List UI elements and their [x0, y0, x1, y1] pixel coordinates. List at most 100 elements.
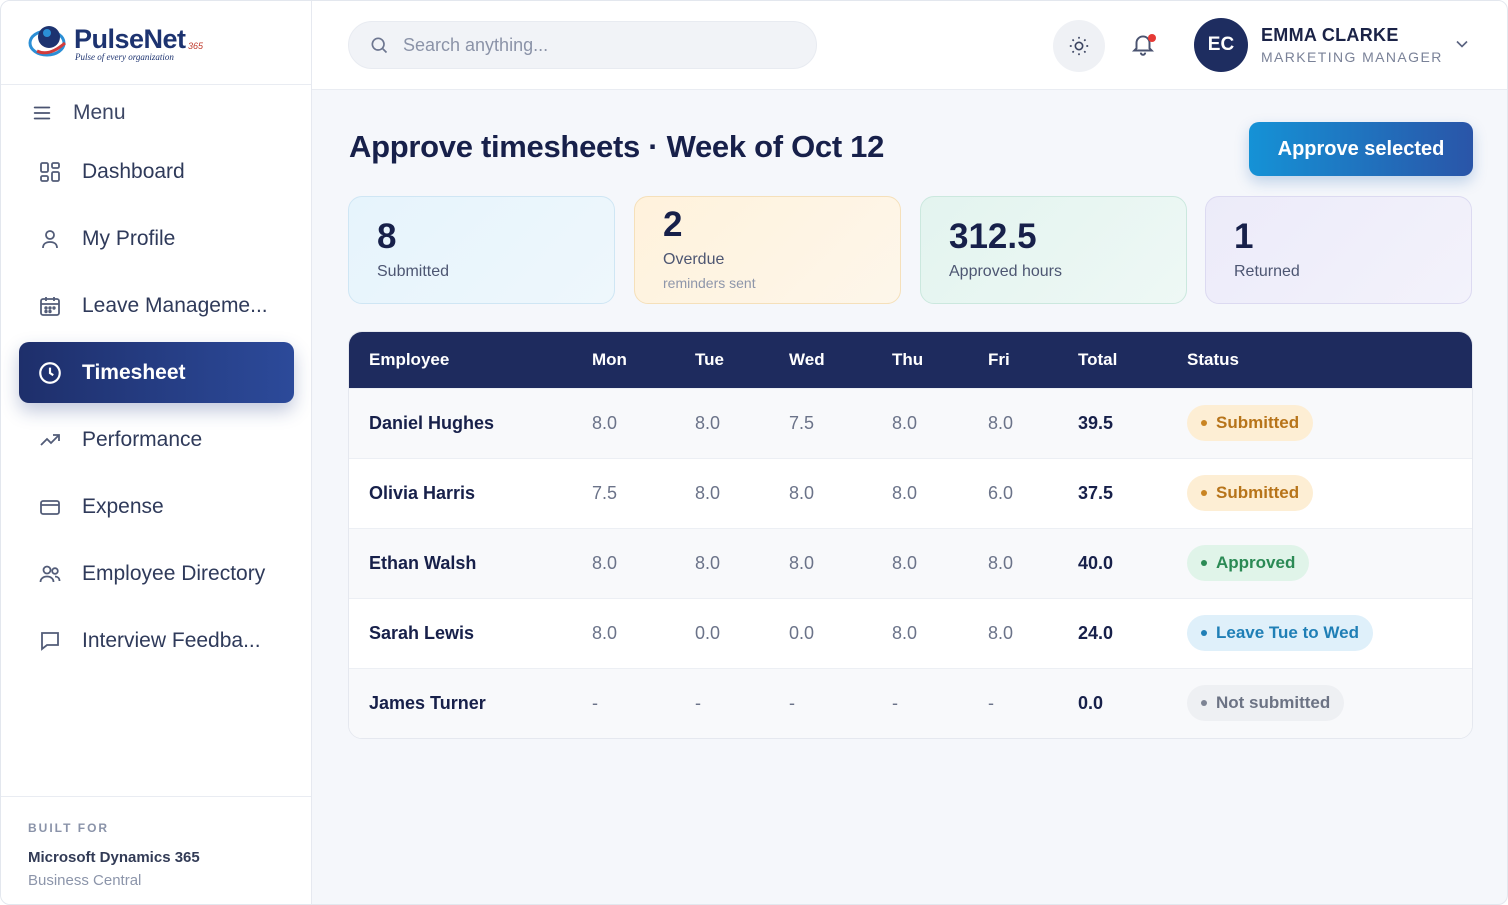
column-header-wed[interactable]: Wed [789, 349, 825, 369]
status-label: Not submitted [1216, 693, 1331, 713]
brand-tagline: Pulse of every organization [75, 52, 174, 62]
stat-sub: reminders sent [663, 275, 756, 291]
users-icon [37, 561, 63, 587]
sidebar-item-label: Leave Manageme... [82, 293, 268, 317]
column-header-thu[interactable]: Thu [892, 349, 924, 369]
sidebar-item-label: Dashboard [82, 159, 185, 183]
menu-label: Menu [73, 101, 126, 124]
cell-fri: 8.0 [988, 597, 1078, 668]
status-label: Leave Tue to Wed [1216, 623, 1359, 642]
hamburger-icon [33, 106, 51, 120]
built-for-sub: Business Central [28, 872, 142, 889]
cell-employee: James Turner [349, 667, 592, 738]
cell-wed: 7.5 [789, 387, 892, 458]
cell-tue: 0.0 [695, 597, 789, 668]
cell-total: 40.0 [1078, 527, 1187, 598]
sidebar-item-label: Interview Feedba... [82, 628, 261, 652]
status-label: Submitted [1216, 483, 1300, 502]
approve-selected-button[interactable]: Approve selected [1249, 122, 1473, 176]
status-badge: Not submitted [1187, 685, 1345, 722]
cell-mon: 8.0 [592, 387, 695, 458]
avatar[interactable]: EC [1194, 18, 1248, 72]
cell-total: 24.0 [1078, 597, 1187, 668]
table-row[interactable]: Daniel Hughes 8.0 8.0 7.5 8.0 8.0 39.5 S… [349, 387, 1472, 458]
cell-mon: 8.0 [592, 527, 695, 598]
card-icon [37, 494, 63, 520]
sidebar-item-performance[interactable]: Performance [19, 409, 294, 470]
chevron-down-icon[interactable] [1452, 34, 1472, 54]
table-row[interactable]: Sarah Lewis 8.0 0.0 0.0 8.0 8.0 24.0 Lea… [349, 597, 1472, 668]
cell-thu: 8.0 [892, 387, 988, 458]
search-icon [371, 37, 388, 54]
sidebar: PulseNet 365 Pulse of every organization… [1, 1, 312, 904]
sidebar-item-timesheet[interactable]: Timesheet [19, 342, 294, 403]
column-header-fri[interactable]: Fri [988, 349, 1010, 369]
sidebar-item-my-profile[interactable]: My Profile [19, 208, 294, 269]
cell-wed: 0.0 [789, 597, 892, 668]
notifications-button[interactable] [1130, 31, 1160, 61]
cell-mon: - [592, 667, 695, 738]
sidebar-item-label: Employee Directory [82, 561, 266, 585]
page-title: Approve timesheets · Week of Oct 12 [349, 129, 885, 164]
cell-tue: 8.0 [695, 527, 789, 598]
stat-value: 2 [663, 205, 683, 244]
search-box[interactable] [348, 21, 817, 69]
stat-card-overdue: 2 Overdue reminders sent [634, 196, 901, 304]
sidebar-item-label: Performance [82, 427, 203, 451]
sidebar-item-expense[interactable]: Expense [19, 476, 294, 537]
cell-tue: - [695, 667, 789, 738]
built-for-product: Microsoft Dynamics 365 [28, 849, 200, 866]
cell-wed: 8.0 [789, 527, 892, 598]
stat-label: Overdue [663, 251, 725, 268]
brand-logo[interactable]: PulseNet 365 Pulse of every organization [1, 1, 311, 85]
cell-status: Submitted [1187, 457, 1472, 528]
column-header-mon[interactable]: Mon [592, 349, 627, 369]
status-dot [1201, 630, 1207, 636]
column-header-total[interactable]: Total [1078, 349, 1118, 369]
cell-status: Submitted [1187, 387, 1472, 458]
status-dot [1201, 560, 1207, 566]
cell-total: 0.0 [1078, 667, 1187, 738]
calendar-icon [37, 293, 63, 319]
cell-thu: 8.0 [892, 527, 988, 598]
column-header-status[interactable]: Status [1187, 349, 1239, 369]
cell-wed: 8.0 [789, 457, 892, 528]
cell-wed: - [789, 667, 892, 738]
cell-thu: 8.0 [892, 597, 988, 668]
timesheet-table: Employee Mon Tue Wed Thu Fri Total Statu… [348, 331, 1473, 739]
sidebar-item-employee-directory[interactable]: Employee Directory [19, 543, 294, 604]
stat-label: Returned [1234, 263, 1300, 280]
user-icon [37, 226, 63, 252]
cell-employee: Sarah Lewis [349, 597, 592, 668]
pulsenet-logo-icon [28, 26, 66, 57]
cell-status: Leave Tue to Wed [1187, 597, 1472, 668]
column-header-employee[interactable]: Employee [369, 349, 450, 369]
cell-fri: 8.0 [988, 527, 1078, 598]
sidebar-item-leave-management[interactable]: Leave Manageme... [19, 275, 294, 336]
menu-toggle[interactable]: Menu [31, 99, 126, 127]
table-row[interactable]: Olivia Harris 7.5 8.0 8.0 8.0 6.0 37.5 S… [349, 457, 1472, 528]
sidebar-item-dashboard[interactable]: Dashboard [19, 141, 294, 202]
cell-mon: 7.5 [592, 457, 695, 528]
table-row[interactable]: Ethan Walsh 8.0 8.0 8.0 8.0 8.0 40.0 App… [349, 527, 1472, 598]
brand-name: PulseNet [74, 24, 186, 54]
table-row[interactable]: James Turner - - - - - 0.0 Not submitted [349, 667, 1472, 738]
user-role: MARKETING MANAGER [1261, 49, 1443, 65]
column-header-tue[interactable]: Tue [695, 349, 724, 369]
cell-status: Approved [1187, 527, 1472, 598]
stat-label: Submitted [377, 263, 450, 280]
cell-fri: 6.0 [988, 457, 1078, 528]
brand-sup: 365 [188, 41, 204, 51]
sidebar-nav: Dashboard My Profile Leave Manageme... T… [19, 141, 294, 677]
status-label: Approved [1216, 553, 1296, 572]
cell-status: Not submitted [1187, 667, 1472, 738]
sidebar-item-interview-feedback[interactable]: Interview Feedba... [19, 610, 294, 671]
status-dot [1201, 490, 1207, 496]
cell-mon: 8.0 [592, 597, 695, 668]
cell-fri: 8.0 [988, 387, 1078, 458]
cell-fri: - [988, 667, 1078, 738]
cell-thu: - [892, 667, 988, 738]
search-input[interactable] [403, 34, 803, 56]
theme-toggle-button[interactable] [1053, 20, 1105, 72]
